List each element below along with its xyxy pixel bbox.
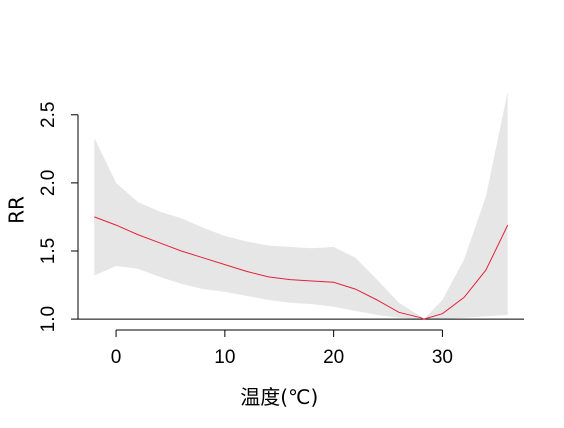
- x-tick-label: 20: [323, 347, 344, 368]
- y-tick-label: 2.5: [38, 102, 59, 128]
- confidence-band: [94, 91, 508, 320]
- y-tick-label: 1.0: [38, 306, 59, 332]
- x-tick-label: 0: [111, 347, 122, 368]
- x-ticks: 0 10 20 30: [111, 330, 453, 368]
- x-tick-label: 30: [432, 347, 453, 368]
- x-axis-title: 温度(℃): [240, 385, 318, 409]
- y-tick-label: 2.0: [38, 170, 59, 196]
- rr-curve: [94, 216, 509, 320]
- y-tick-label: 1.5: [38, 238, 59, 264]
- y-axis-title: RR: [5, 196, 29, 224]
- x-tick-label: 10: [214, 347, 235, 368]
- y-ticks: 1.0 1.5 2.0 2.5: [38, 102, 78, 332]
